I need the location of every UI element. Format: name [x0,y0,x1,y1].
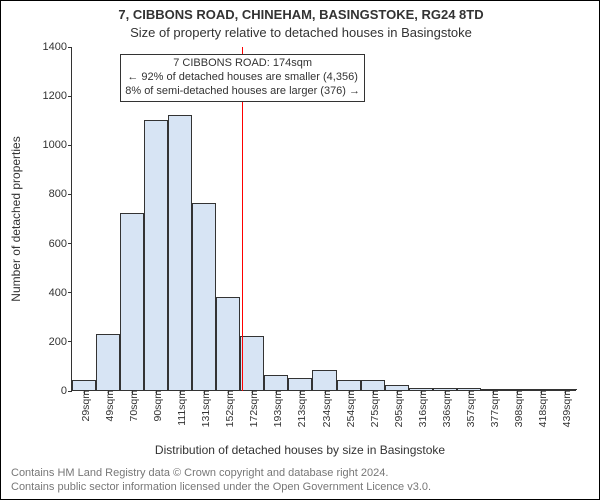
ytick-label: 1200 [43,90,72,102]
annotation-line: ← 92% of detached houses are smaller (4,… [125,71,360,85]
histogram-bar [337,380,361,390]
histogram-bar [120,213,144,390]
xtick-label: 213sqm [292,390,308,427]
xtick-label: 439sqm [557,390,573,427]
histogram-bar [361,380,385,390]
xtick-label: 254sqm [341,390,357,427]
xtick-label: 418sqm [533,390,549,427]
histogram-bar [264,375,288,390]
ytick-label: 1400 [43,41,72,53]
annotation-box: 7 CIBBONS ROAD: 174sqm← 92% of detached … [120,54,365,101]
histogram-bar [288,378,312,390]
ytick-label: 800 [49,188,72,200]
footer-copyright-2: Contains public sector information licen… [11,481,431,493]
title-address: 7, CIBBONS ROAD, CHINEHAM, BASINGSTOKE, … [1,7,600,22]
xtick-label: 295sqm [389,390,405,427]
footer-copyright-1: Contains HM Land Registry data © Crown c… [11,467,388,479]
xtick-label: 131sqm [196,390,212,427]
xtick-label: 172sqm [244,390,260,427]
xtick-label: 111sqm [172,390,188,426]
histogram-bar [144,120,168,390]
ytick-label: 600 [49,238,72,250]
annotation-line: 8% of semi-detached houses are larger (3… [125,85,360,99]
histogram-bar [192,203,216,390]
histogram-bar [216,297,240,390]
xtick-label: 193sqm [268,390,284,427]
xtick-label: 398sqm [509,390,525,427]
xtick-label: 49sqm [100,390,116,422]
ytick-label: 1000 [43,139,72,151]
histogram-bar [168,115,192,390]
xtick-label: 275sqm [365,390,381,427]
xtick-label: 336sqm [437,390,453,427]
chart-container: 7, CIBBONS ROAD, CHINEHAM, BASINGSTOKE, … [0,0,600,500]
histogram-bar [96,334,120,391]
title-subtitle: Size of property relative to detached ho… [1,25,600,40]
ytick-label: 200 [49,336,72,348]
annotation-line: 7 CIBBONS ROAD: 174sqm [125,57,360,71]
histogram-bar [312,370,336,390]
ytick-label: 0 [61,385,72,397]
histogram-bar [72,380,96,390]
xtick-label: 29sqm [76,390,92,422]
xtick-label: 234sqm [317,390,333,427]
y-axis-label: Number of detached properties [9,136,23,301]
xtick-label: 90sqm [148,390,164,422]
ytick-label: 400 [49,287,72,299]
xtick-label: 357sqm [461,390,477,427]
x-axis-label: Distribution of detached houses by size … [1,443,599,457]
xtick-label: 316sqm [413,390,429,427]
plot-area: 020040060080010001200140029sqm49sqm70sqm… [71,47,576,391]
xtick-label: 377sqm [485,390,501,427]
xtick-label: 70sqm [124,390,140,422]
histogram-bar [240,336,264,390]
xtick-label: 152sqm [220,390,236,427]
